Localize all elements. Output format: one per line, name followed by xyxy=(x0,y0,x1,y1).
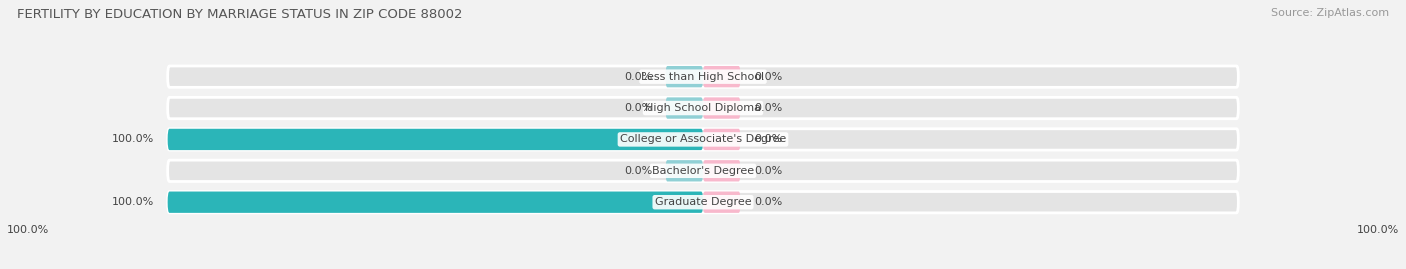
FancyBboxPatch shape xyxy=(665,97,703,119)
Text: College or Associate's Degree: College or Associate's Degree xyxy=(620,134,786,144)
FancyBboxPatch shape xyxy=(167,192,1239,213)
Text: 0.0%: 0.0% xyxy=(754,197,782,207)
FancyBboxPatch shape xyxy=(703,129,741,150)
FancyBboxPatch shape xyxy=(703,192,741,213)
Text: 0.0%: 0.0% xyxy=(754,166,782,176)
FancyBboxPatch shape xyxy=(167,192,703,213)
FancyBboxPatch shape xyxy=(167,129,1239,150)
Text: 100.0%: 100.0% xyxy=(112,197,155,207)
Text: 0.0%: 0.0% xyxy=(624,72,652,82)
Text: 0.0%: 0.0% xyxy=(754,103,782,113)
Text: 100.0%: 100.0% xyxy=(7,225,49,235)
Text: 0.0%: 0.0% xyxy=(754,134,782,144)
Text: 100.0%: 100.0% xyxy=(1357,225,1399,235)
Text: 0.0%: 0.0% xyxy=(624,103,652,113)
FancyBboxPatch shape xyxy=(703,160,741,182)
FancyBboxPatch shape xyxy=(167,66,1239,87)
Text: Less than High School: Less than High School xyxy=(641,72,765,82)
Text: High School Diploma: High School Diploma xyxy=(645,103,761,113)
Text: Bachelor's Degree: Bachelor's Degree xyxy=(652,166,754,176)
FancyBboxPatch shape xyxy=(665,160,703,182)
FancyBboxPatch shape xyxy=(665,66,703,87)
Text: Source: ZipAtlas.com: Source: ZipAtlas.com xyxy=(1271,8,1389,18)
Text: FERTILITY BY EDUCATION BY MARRIAGE STATUS IN ZIP CODE 88002: FERTILITY BY EDUCATION BY MARRIAGE STATU… xyxy=(17,8,463,21)
FancyBboxPatch shape xyxy=(703,97,741,119)
Text: 0.0%: 0.0% xyxy=(624,166,652,176)
FancyBboxPatch shape xyxy=(167,129,703,150)
Text: 100.0%: 100.0% xyxy=(112,134,155,144)
FancyBboxPatch shape xyxy=(167,97,1239,119)
FancyBboxPatch shape xyxy=(167,160,1239,182)
FancyBboxPatch shape xyxy=(703,66,741,87)
Text: 0.0%: 0.0% xyxy=(754,72,782,82)
Text: Graduate Degree: Graduate Degree xyxy=(655,197,751,207)
